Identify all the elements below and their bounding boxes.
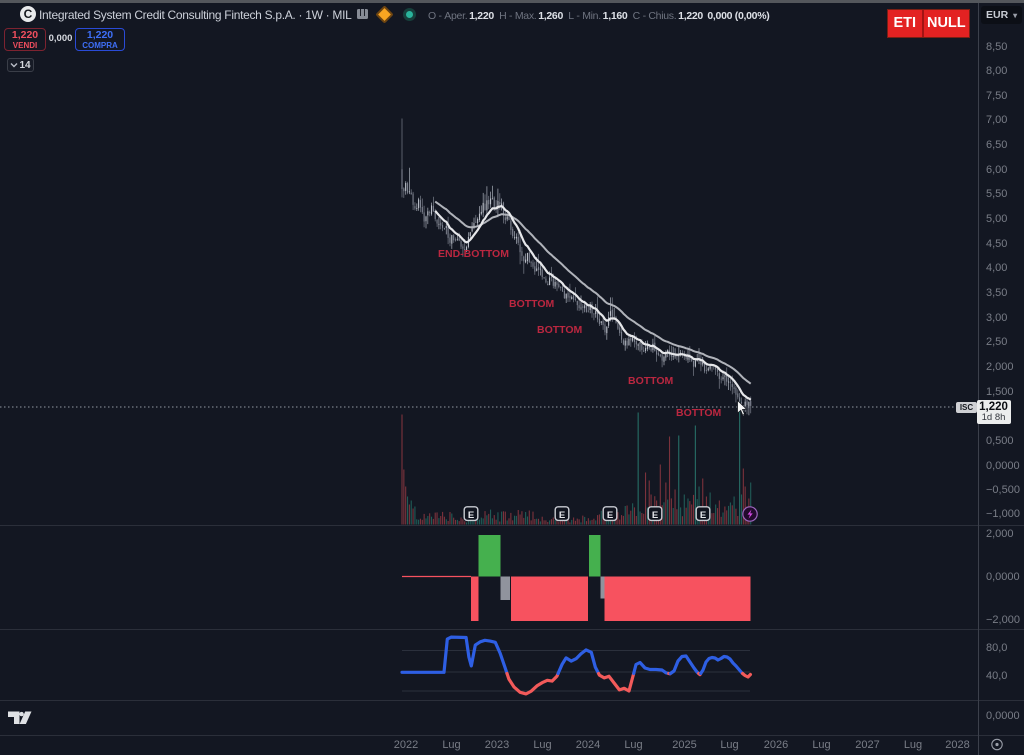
svg-text:E: E xyxy=(468,510,474,521)
svg-text:E: E xyxy=(607,510,613,521)
svg-text:E: E xyxy=(559,510,565,521)
svg-text:E: E xyxy=(652,510,658,521)
svg-text:E: E xyxy=(700,510,706,521)
